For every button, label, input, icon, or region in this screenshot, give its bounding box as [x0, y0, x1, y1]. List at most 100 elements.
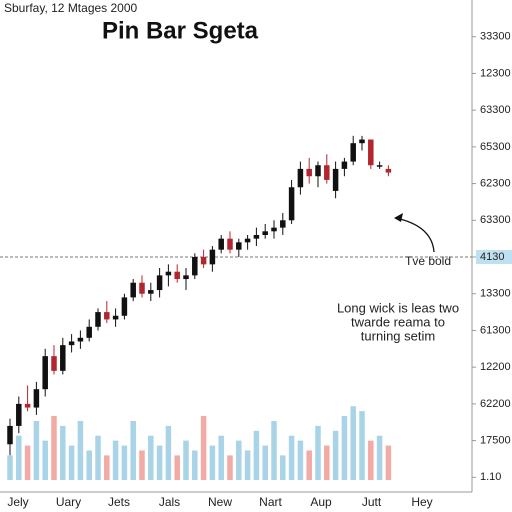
volume-bar [271, 420, 277, 480]
annotation: Tve bold [405, 254, 451, 268]
candle-body [42, 356, 48, 390]
volume-bar [121, 445, 128, 480]
candle-body [200, 257, 207, 265]
y-tick-label: 1.10 [480, 471, 501, 483]
candle-body [288, 187, 295, 221]
y-tick-label: 33300 [480, 31, 511, 43]
x-tick-label: Hey [411, 495, 432, 509]
volume-bar [112, 440, 119, 480]
tick-highlight [476, 250, 512, 265]
volume-bar [60, 425, 66, 480]
candle-body [297, 168, 304, 188]
chart-title: Pin Bar Sgeta [102, 17, 259, 44]
volume-bar [385, 445, 392, 480]
date: Sburfay, 12 Mtages 2000 [4, 1, 138, 15]
volume-bar [51, 416, 57, 480]
y-tick-label: 65300 [480, 141, 511, 153]
volume-bar [244, 450, 251, 480]
y-tick-label: 62200 [480, 398, 511, 410]
candle-body [104, 312, 110, 320]
volume-bar [130, 420, 136, 480]
candle-body [121, 297, 128, 316]
volume-bar [262, 445, 268, 480]
volume-bar [7, 455, 13, 480]
candle-body [7, 425, 13, 445]
volume-bar [24, 445, 31, 480]
candle-body [95, 312, 101, 327]
candle-body [262, 231, 268, 235]
volume-bar [42, 440, 48, 480]
volume-bar [297, 440, 304, 480]
volume-bar [86, 450, 92, 480]
candle-body [306, 168, 312, 177]
candle-body [218, 238, 224, 250]
candle-body [244, 238, 251, 243]
candle-body [341, 161, 348, 169]
volume-bar [148, 435, 154, 480]
volume-bar [174, 455, 180, 480]
candle-body [68, 341, 75, 346]
candle-body [376, 165, 383, 167]
volume-bar [139, 450, 145, 480]
volume-bar [77, 420, 84, 480]
volume-bar [236, 440, 242, 480]
annotation: Long wick is leas two [337, 300, 459, 315]
volume-bar [253, 430, 260, 480]
x-tick-label: New [208, 495, 232, 509]
annotation: turning setim [361, 328, 435, 343]
y-tick-label: 17500 [480, 435, 511, 447]
x-tick-label: Jals [159, 495, 180, 509]
x-tick-label: Nart [259, 495, 282, 509]
candle-body [253, 234, 260, 239]
x-tick-label: Jely [7, 495, 28, 509]
volume-bar [192, 450, 198, 480]
volume-bar [368, 440, 374, 480]
y-tick-label: 63300 [480, 104, 511, 116]
volume-bar [350, 406, 356, 480]
arrow [395, 217, 435, 253]
y-tick-label: 4130 [480, 251, 504, 263]
candle-body [77, 337, 84, 342]
candle-body [236, 242, 242, 250]
volume-bar [315, 425, 321, 480]
candle-body [86, 326, 92, 338]
candle-body [280, 220, 286, 228]
y-tick-label: 63300 [480, 214, 511, 226]
arrow-head [394, 213, 403, 222]
volume-bar [359, 411, 365, 480]
volume-bar [227, 455, 233, 480]
volume-bar [324, 445, 330, 480]
candle-body [139, 282, 145, 294]
volume-bar [165, 425, 172, 480]
volume-bar [376, 435, 383, 480]
candle-body [130, 282, 136, 298]
candle-body [156, 275, 163, 291]
x-tick-label: Jets [108, 495, 130, 509]
x-tick-label: Uary [56, 495, 81, 509]
candle-body [350, 143, 356, 162]
volume-bar [288, 435, 295, 480]
volume-bar [95, 435, 101, 480]
y-tick-label: 61300 [480, 324, 511, 336]
candle-body [165, 271, 172, 276]
volume-bar [209, 445, 216, 480]
volume-bar [218, 435, 224, 480]
candle-body [51, 356, 57, 371]
volume-bar [306, 450, 312, 480]
y-tick-label: 62300 [480, 177, 511, 189]
volume-bar [68, 445, 75, 480]
candle-body [192, 257, 198, 276]
candle-body [359, 139, 365, 144]
volume-bar [200, 416, 207, 480]
volume-bar [280, 455, 286, 480]
volume-bar [104, 455, 110, 480]
x-tick-label: Aup [310, 495, 332, 509]
candle-body [324, 165, 330, 180]
volume-bar [16, 435, 22, 480]
volume-bar [33, 420, 40, 480]
candle-body [368, 139, 374, 166]
candle-body [315, 165, 321, 177]
volume-bar [183, 440, 189, 480]
